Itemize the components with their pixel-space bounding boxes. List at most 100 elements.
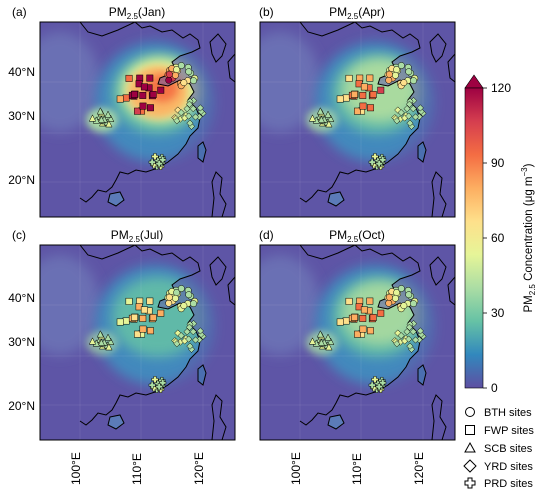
- yrd-site-marker: [186, 342, 194, 350]
- fwp-site-marker: [125, 297, 133, 305]
- bth-site-marker: [185, 291, 193, 299]
- coastline: [79, 22, 201, 203]
- prd-site-marker: [151, 153, 159, 161]
- yrd-site-marker: [192, 113, 200, 121]
- site-markers: [308, 62, 427, 170]
- fwp-site-marker: [360, 83, 368, 91]
- ocean-area: [300, 22, 455, 217]
- bth-site-marker: [410, 300, 417, 308]
- prd-site-marker: [151, 376, 159, 384]
- fwp-site-marker: [157, 309, 165, 317]
- yrd-site-marker: [409, 328, 417, 336]
- yrd-site-marker: [406, 119, 414, 127]
- fwp-site-marker: [350, 90, 358, 98]
- yrd-site-marker: [393, 340, 401, 348]
- panel-frame: [39, 244, 236, 441]
- legend-item-fwp: FWP sites: [465, 425, 534, 437]
- national-border: [299, 22, 356, 37]
- legend-item-yrd: YRD sites: [463, 459, 533, 473]
- panel-letter: (b): [259, 5, 274, 19]
- yrd-site-marker: [185, 100, 193, 108]
- bth-site-marker: [173, 66, 181, 74]
- coastline: [299, 22, 421, 203]
- prd-site-marker: [375, 160, 383, 168]
- panel-frame: [259, 244, 456, 441]
- bth-site-marker: [177, 62, 185, 69]
- yrd-site-marker: [405, 112, 413, 120]
- korea-japan-coast: [209, 33, 235, 83]
- panel-frame: [39, 21, 236, 218]
- bth-site-marker: [165, 76, 173, 84]
- yrd-site-marker: [196, 327, 204, 335]
- lat-tick-label: 30°N: [8, 335, 35, 349]
- scb-site-marker: [104, 333, 112, 341]
- map-panel-jul: (c) PM2.5(Jul): [12, 228, 236, 441]
- scb-site-marker: [316, 330, 324, 338]
- fwp-site-marker: [139, 325, 147, 333]
- fwp-site-marker: [359, 91, 367, 99]
- fwp-site-marker: [359, 314, 367, 322]
- fwp-site-marker: [125, 74, 133, 82]
- bth-site-marker: [400, 79, 408, 87]
- yrd-site-marker: [174, 106, 182, 114]
- prd-site-marker: [368, 158, 376, 166]
- yrd-site-marker: [416, 104, 424, 112]
- korea-japan-coast: [209, 256, 235, 306]
- bth-site-marker: [190, 300, 197, 308]
- prd-site-marker: [368, 381, 376, 389]
- yrd-site-marker: [185, 323, 193, 331]
- plateau-shade: [40, 32, 100, 132]
- lat-tick-label: 20°N: [8, 399, 35, 413]
- bth-site-marker: [173, 289, 181, 297]
- yrd-site-marker: [393, 117, 401, 125]
- prd-site-marker: [375, 383, 383, 391]
- yrd-site-marker: [177, 332, 185, 340]
- panel-title: PM2.5(Oct): [329, 228, 385, 244]
- taiwan-island: [417, 141, 427, 163]
- fwp-site-marker: [359, 102, 367, 110]
- yrd-site-marker: [196, 104, 204, 112]
- scb-site-marker: [327, 337, 335, 345]
- scb-site-marker: [105, 343, 113, 351]
- taiwan-island: [417, 364, 427, 386]
- lon-tick-label: 120°E: [192, 452, 206, 485]
- bth-site-marker: [385, 76, 393, 84]
- prd-site-marker: [159, 379, 167, 387]
- bth-site-marker: [410, 77, 417, 85]
- yrd-site-marker: [394, 329, 402, 337]
- circle-marker-icon: [465, 407, 475, 417]
- fwp-site-marker: [139, 91, 147, 99]
- yrd-site-marker: [405, 335, 413, 343]
- fwp-site-marker: [116, 318, 124, 326]
- luzon-island: [431, 394, 447, 440]
- panel-letter: (a): [12, 5, 27, 19]
- yrd-site-marker: [189, 328, 197, 336]
- prd-site-marker: [150, 384, 158, 392]
- fwp-site-marker: [130, 90, 138, 98]
- prd-site-marker: [379, 379, 387, 387]
- yrd-site-marker: [397, 109, 405, 117]
- map-field: [260, 245, 455, 440]
- yrd-site-marker: [186, 119, 194, 127]
- yrd-site-marker: [173, 340, 181, 348]
- national-border: [299, 245, 356, 260]
- yrd-site-marker: [185, 335, 193, 343]
- panel-frame: [259, 21, 456, 218]
- map-panel-apr: (b) PM2.5(Apr): [259, 5, 456, 218]
- colorbar-label: PM2.5 Concentration (μg m−3): [520, 163, 537, 312]
- bth-site-marker: [393, 289, 401, 297]
- bth-site-marker: [391, 294, 399, 302]
- plateau-shade: [260, 32, 320, 132]
- lat-tick-label: 40°N: [8, 65, 35, 79]
- yrd-site-marker: [409, 105, 417, 113]
- hainan-island: [327, 414, 345, 430]
- colorbar-ticks: 120 90 60 30 0: [483, 81, 511, 395]
- korea-japan-coast: [429, 33, 455, 83]
- map-field: [40, 22, 235, 217]
- colorbar: 120 90 60 30 0 PM2.5 Concentration (μg m…: [464, 74, 537, 395]
- lat-tick-label: 20°N: [8, 173, 35, 187]
- scb-site-marker: [88, 114, 97, 122]
- fwp-site-marker: [122, 94, 130, 102]
- map-field: [40, 245, 235, 440]
- bth-site-marker: [385, 70, 393, 78]
